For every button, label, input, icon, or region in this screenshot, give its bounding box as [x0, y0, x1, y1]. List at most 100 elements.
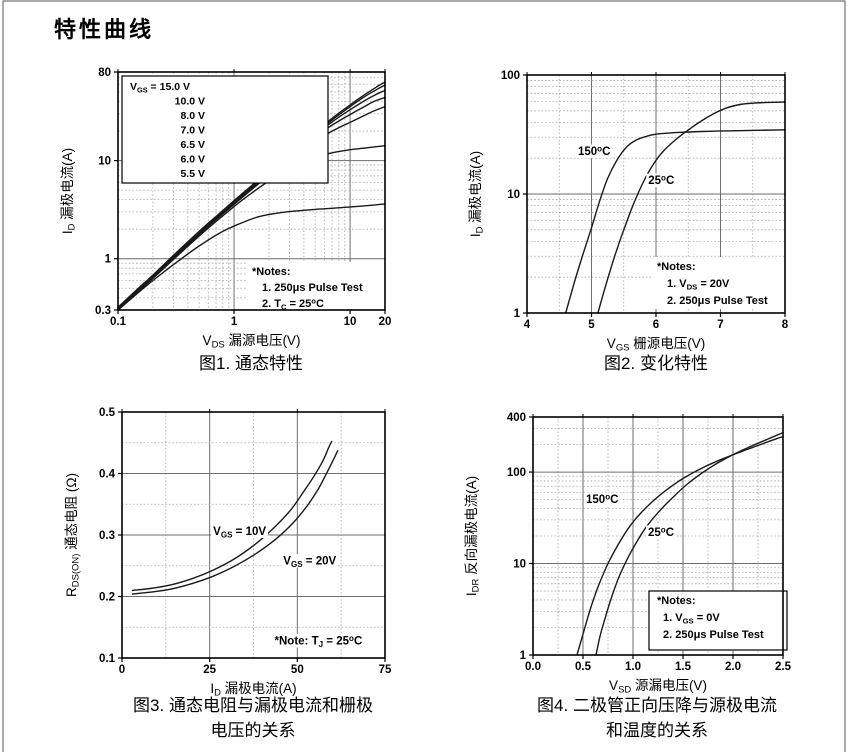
notes-box — [651, 257, 786, 309]
fig3-axes: 0 25 50 75 0.1 0.2 0.3 0.4 0.5 — [99, 407, 392, 676]
annotation-bg — [646, 525, 677, 539]
fig1-notes: *Notes: 1. 250μs Pulse Test 2. TC = 25oC — [246, 262, 384, 312]
fig1-plot-border — [117, 71, 386, 311]
y-tick-label: 0.1 — [99, 653, 116, 665]
y-tick-label: 10 — [507, 189, 520, 201]
fig3-annotation-vgs-20v: VGS = 20V — [283, 556, 336, 570]
x-tick-label: 0.0 — [525, 661, 541, 673]
legend-box — [121, 75, 329, 184]
y-tick-label: 0.4 — [99, 469, 116, 481]
fig3-x-axis-label: ID 漏极电流(A) — [210, 681, 296, 699]
fig4-series-25-c — [595, 431, 784, 656]
note-item: 2. 250μs Pulse Test — [663, 629, 764, 641]
notes-title: *Notes: — [252, 266, 291, 278]
note-item: 2. 250μs Pulse Test — [667, 295, 768, 307]
fig1-y-axis-label: ID 漏极电流(A) — [60, 148, 78, 234]
fig2-notes: *Notes: 1. VDS = 20V 2. 250μs Pulse Test — [651, 257, 786, 309]
fig1-x-axis-label: VDS 漏源电压(V) — [203, 333, 301, 351]
y-tick-label: 100 — [507, 467, 526, 479]
note-item: 2. TC = 25oC — [262, 296, 324, 311]
fig2-x-axis-label: VGS 栅源电压(V) — [607, 336, 705, 354]
y-tick-label: 1 — [105, 254, 112, 266]
notes-box — [648, 590, 788, 651]
annotation-bg — [281, 554, 339, 568]
page-title: 特性曲线 — [54, 17, 155, 42]
y-tick-label: 0.5 — [99, 407, 116, 419]
x-tick-label: 0.1 — [110, 316, 127, 328]
fig4-axes: 0.0 0.5 1.0 1.5 2.0 2.5 1 10 100 400 — [507, 412, 792, 673]
fig4-caption-line: 和温度的关系 — [606, 721, 708, 740]
y-tick-label: 10 — [513, 559, 526, 571]
legend-entry: 6.0 V — [180, 154, 205, 166]
notes-title: *Notes: — [657, 595, 696, 607]
fig2-y-axis-label: ID 漏极电流(A) — [468, 151, 486, 237]
x-tick-label: 25 — [203, 664, 216, 676]
x-tick-label: 1.5 — [675, 661, 692, 673]
fig4-y-axis-label: IDR 反向漏极电流(A) — [464, 476, 482, 596]
fig3-series-vgs-20v — [131, 450, 339, 595]
legend-entry: VGS = 15.0 V — [130, 81, 190, 95]
x-tick-label: 2.0 — [725, 661, 741, 673]
fig4-plot-border — [532, 416, 784, 656]
y-tick-label: 0.3 — [95, 305, 111, 317]
fig2-caption-line: 图2. 变化特性 — [604, 354, 708, 373]
fig2-caption: 图2. 变化特性 — [506, 351, 806, 376]
legend-entry: 10.0 V — [175, 96, 205, 108]
x-tick-label: 0.5 — [575, 661, 592, 673]
x-tick-label: 10 — [344, 316, 357, 328]
y-tick-label: 1 — [520, 650, 527, 662]
fig2-series-25-c — [597, 101, 786, 314]
fig1-legend: VGS = 15.0 V10.0 V 8.0 V 7.0 V 6.5 V 6.0 V 5.… — [121, 75, 329, 184]
annotation-bg — [272, 633, 365, 648]
legend-entry: 6.5 V — [180, 139, 205, 151]
fig4-notes: *Notes: 1. VGS = 0V 2. 250μs Pulse Test — [648, 590, 788, 651]
fig4-annotation-150oc: 150oC — [586, 492, 618, 506]
x-tick-label: 7 — [717, 319, 723, 331]
y-tick-label: 100 — [501, 70, 520, 82]
x-tick-label: 20 — [379, 316, 392, 328]
x-tick-label: 50 — [291, 664, 304, 676]
fig4-caption-line: 图4. 二极管正向压降与源极电流 — [537, 696, 777, 715]
legend-entry: 7.0 V — [180, 125, 205, 137]
fig3-caption: 图3. 通态电阻与漏极电流和栅极 电压的关系 — [103, 693, 403, 743]
x-tick-label: 5 — [588, 319, 595, 331]
fig1-1: VGS = 15.0 V10.0 V 8.0 V 7.0 V 6.5 V 6.0 V 5.… — [60, 67, 391, 351]
y-tick-label: 400 — [507, 412, 526, 424]
annotation-bg — [211, 524, 269, 538]
x-tick-label: 75 — [379, 664, 392, 676]
legend-entry: 8.0 V — [180, 110, 205, 122]
x-tick-label: 0 — [119, 664, 125, 676]
fig1-axes: 0.1 1 10 20 0.3 1 10 80 — [95, 67, 391, 328]
fig2-series-150-c — [565, 129, 786, 314]
x-tick-label: 4 — [524, 319, 531, 331]
fig3-y-axis-label: RDS(ON) 通态电阻 (Ω) — [64, 473, 82, 597]
fig3-3: 0 25 50 75 0.1 0.2 0.3 0.4 0.5 ID 漏极电流(A) RDS(ON) … — [64, 407, 392, 699]
fig2-axes: 4 5 6 7 8 1 10 100 — [501, 70, 789, 331]
fig1-caption: 图1. 通态特性 — [101, 351, 401, 376]
notes-title: *Notes: — [657, 261, 696, 273]
annotation-bg — [584, 492, 621, 506]
y-tick-label: 10 — [98, 156, 111, 168]
fig4-x-axis-label: VSD 源漏电压(V) — [609, 678, 707, 696]
y-tick-label: 80 — [98, 67, 111, 79]
annotation-bg — [575, 144, 613, 158]
fig2-annotation-150oc: 150oC — [578, 144, 610, 158]
y-tick-label: 0.3 — [99, 530, 115, 542]
x-tick-label: 6 — [653, 319, 659, 331]
x-tick-label: 1.0 — [625, 661, 641, 673]
annotation-bg — [646, 173, 677, 188]
fig3-annotation-vgs-10v: VGS = 10V — [213, 526, 266, 540]
fig1-series-vgs-5-5-v — [117, 203, 386, 311]
fig1-caption-line: 图1. 通态特性 — [199, 354, 303, 373]
x-tick-label: 1 — [231, 316, 238, 328]
fig3-annotation-note-tj-25oc: *Note: TJ = 25oC — [275, 634, 363, 649]
x-tick-label: 2.5 — [775, 661, 792, 673]
note-item: 1. 250μs Pulse Test — [262, 282, 363, 294]
fig3-caption-line: 图3. 通态电阻与漏极电流和栅极 — [133, 696, 373, 715]
x-tick-label: 8 — [782, 319, 789, 331]
fig2-2: *Notes: 1. VDS = 20V 2. 250μs Pulse Test 4 5… — [468, 70, 789, 354]
fig4-annotation-25oc: 25oC — [648, 525, 674, 539]
